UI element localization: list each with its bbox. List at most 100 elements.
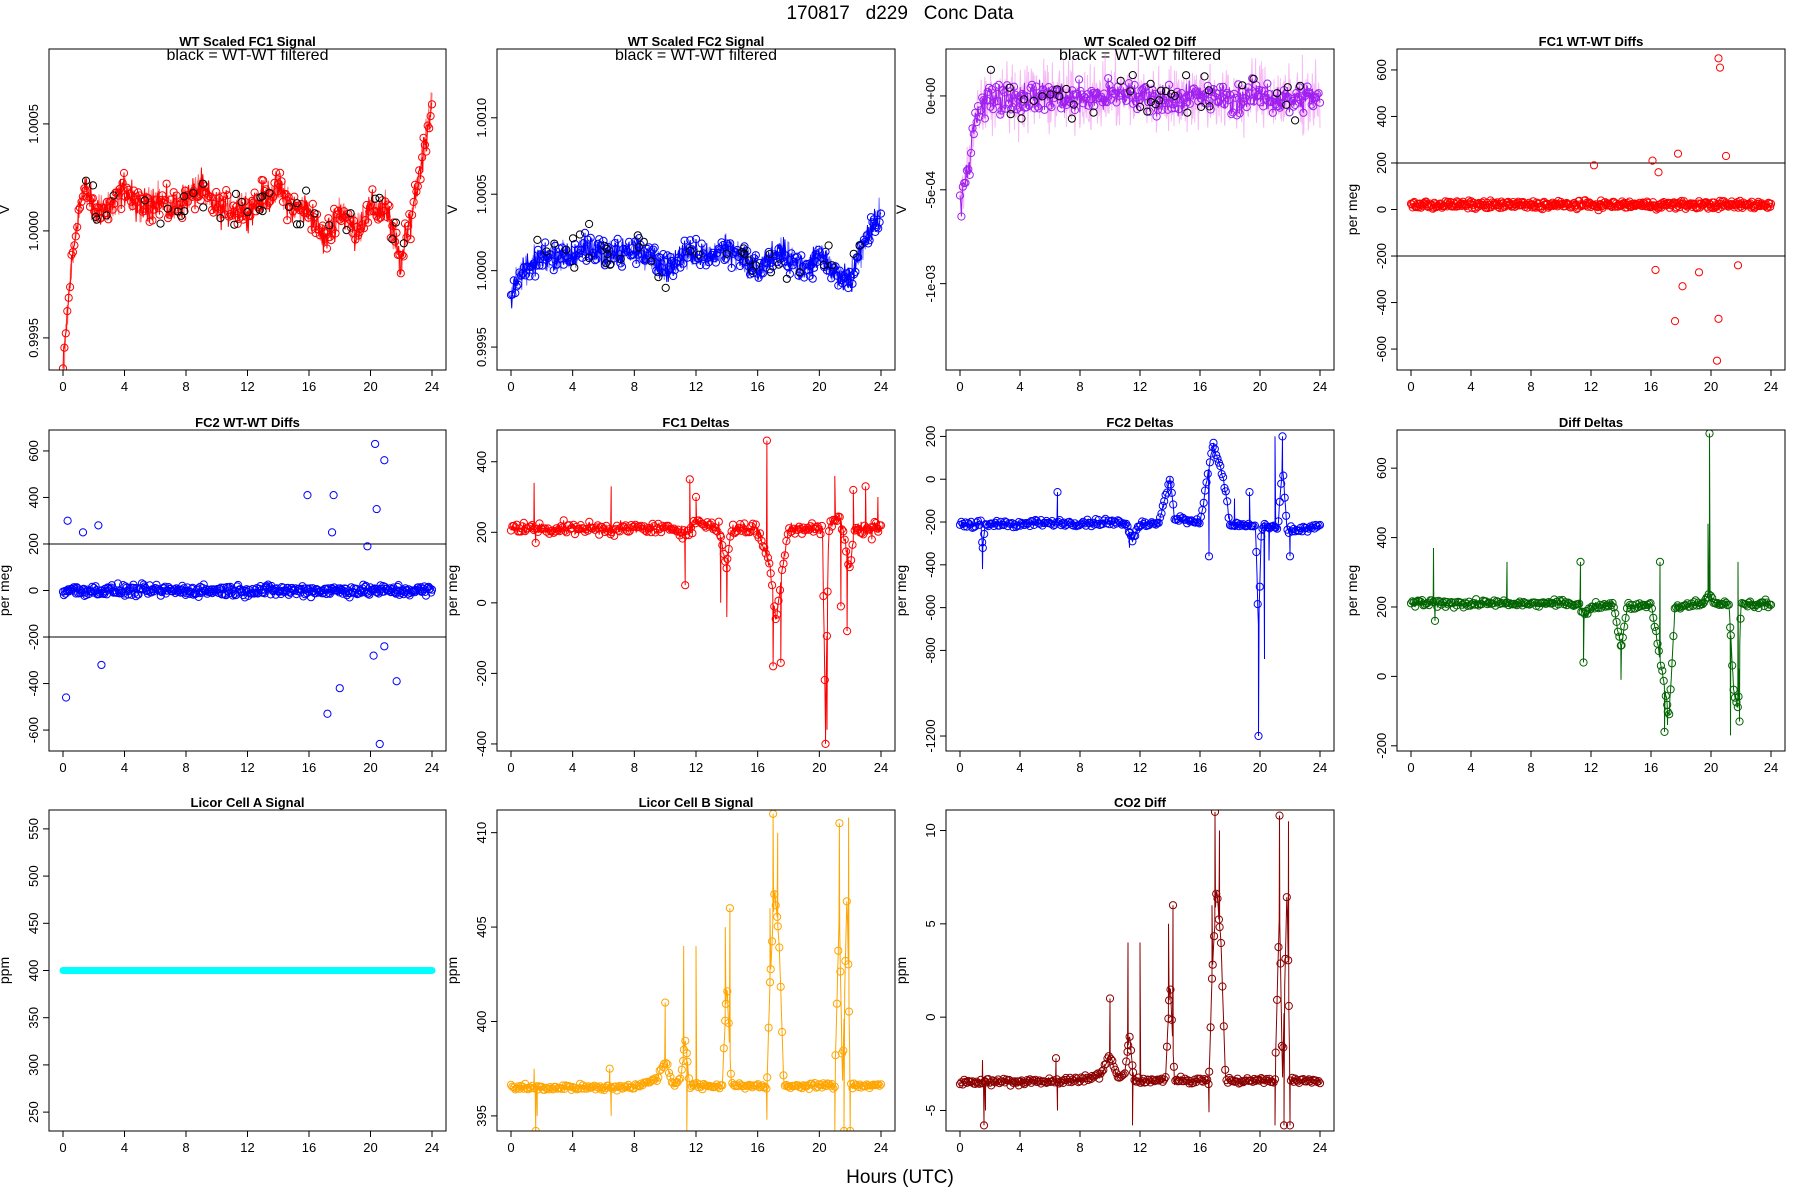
data-point — [408, 210, 417, 220]
data-point — [825, 527, 834, 536]
data-point — [1209, 438, 1218, 447]
filtered-point — [230, 220, 239, 229]
data-point — [1260, 87, 1269, 96]
x-tick-label: 4 — [121, 1140, 128, 1155]
data-point — [1070, 105, 1080, 115]
data-point — [1726, 623, 1735, 632]
data-point — [131, 592, 140, 601]
data-point — [867, 535, 876, 544]
data-point — [1733, 703, 1742, 712]
data-point — [973, 517, 983, 526]
data-point — [967, 148, 976, 158]
x-tick-label: 0 — [1407, 379, 1414, 394]
data-point — [1144, 98, 1153, 107]
data-point — [773, 912, 782, 922]
data-point — [610, 239, 620, 248]
data-point — [1194, 518, 1203, 527]
data-point — [1733, 261, 1743, 270]
data-point — [418, 153, 427, 162]
data-point — [836, 967, 845, 976]
data-point — [422, 147, 431, 156]
data-point — [548, 257, 557, 266]
data-point — [281, 190, 290, 199]
x-tick-label: 24 — [874, 760, 888, 775]
data-point — [1072, 1074, 1082, 1083]
filtered-point — [292, 199, 301, 208]
data-point — [1291, 100, 1300, 110]
data-point — [827, 1080, 837, 1089]
data-point — [1166, 480, 1175, 489]
data-point — [1715, 63, 1725, 72]
data-point — [363, 542, 372, 551]
data-point — [1315, 98, 1325, 107]
filtered-point — [292, 220, 302, 229]
data-point — [354, 231, 363, 240]
data-point — [872, 222, 881, 232]
x-tick-label: 0 — [507, 1140, 514, 1155]
y-tick-label: 0e+00 — [923, 78, 938, 115]
data-point — [727, 263, 736, 272]
x-tick-label: 8 — [631, 379, 638, 394]
x-tick-label: 16 — [302, 1140, 316, 1155]
x-tick-label: 0 — [59, 1140, 66, 1155]
data-point — [395, 250, 404, 259]
data-point — [1609, 603, 1618, 612]
data-point — [649, 245, 658, 254]
data-point — [778, 565, 787, 575]
panel-fc2_deltas: FC2 Deltas per meg 0 4 8 12 16 20 24 -1200 -800 -60… — [893, 415, 1335, 775]
data-point — [1167, 1015, 1176, 1025]
data-point — [978, 543, 987, 553]
data-point — [1231, 93, 1240, 102]
panel-fc1_deltas: FC1 Deltas per meg 0 4 8 12 16 20 24 -400 -200 0 200… — [444, 415, 896, 775]
data-point — [1304, 88, 1314, 97]
data-point — [706, 520, 715, 529]
x-tick-label: 12 — [1133, 1140, 1147, 1155]
data-point — [1277, 479, 1286, 488]
data-point — [592, 255, 601, 264]
data-point — [1299, 108, 1308, 117]
y-tick-label: 405 — [474, 916, 489, 938]
data-point — [1288, 96, 1297, 105]
data-point — [768, 262, 777, 271]
data-point — [694, 254, 703, 263]
data-point — [108, 205, 117, 214]
data-point — [1012, 105, 1021, 114]
data-point — [1311, 520, 1320, 530]
filtered-point — [256, 193, 265, 202]
data-point — [532, 261, 541, 270]
data-point — [1620, 198, 1629, 207]
x-tick-label: 20 — [1253, 760, 1267, 775]
data-point — [70, 241, 79, 250]
data-point — [1158, 501, 1167, 510]
x-tick-label: 0 — [59, 760, 66, 775]
data-point — [531, 1126, 540, 1131]
data-point — [310, 213, 319, 222]
data-point — [817, 521, 827, 531]
data-point — [875, 1081, 884, 1090]
data-point — [1311, 94, 1320, 103]
data-point — [585, 517, 594, 527]
data-point — [681, 1036, 690, 1045]
data-point — [997, 106, 1006, 115]
data-point — [1090, 1071, 1100, 1080]
filtered-point — [542, 247, 551, 256]
data-point — [1160, 497, 1169, 506]
filtered-point — [81, 176, 91, 185]
data-point — [61, 693, 71, 702]
data-point — [1126, 531, 1136, 540]
y-tick-label: 300 — [26, 1054, 41, 1076]
data-point — [1111, 1065, 1120, 1074]
data-point — [696, 260, 705, 270]
x-tick-label: 4 — [1016, 1140, 1023, 1155]
data-point — [322, 244, 332, 253]
data-point — [995, 1079, 1004, 1088]
data-point — [209, 208, 218, 217]
filtered-point — [1282, 100, 1291, 109]
data-point — [392, 228, 401, 237]
x-tick-label: 8 — [1527, 760, 1534, 775]
filtered-point — [1151, 100, 1160, 109]
data-point — [552, 524, 561, 533]
data-point — [1275, 103, 1284, 112]
data-point — [1120, 1069, 1129, 1078]
data-point — [70, 583, 79, 592]
